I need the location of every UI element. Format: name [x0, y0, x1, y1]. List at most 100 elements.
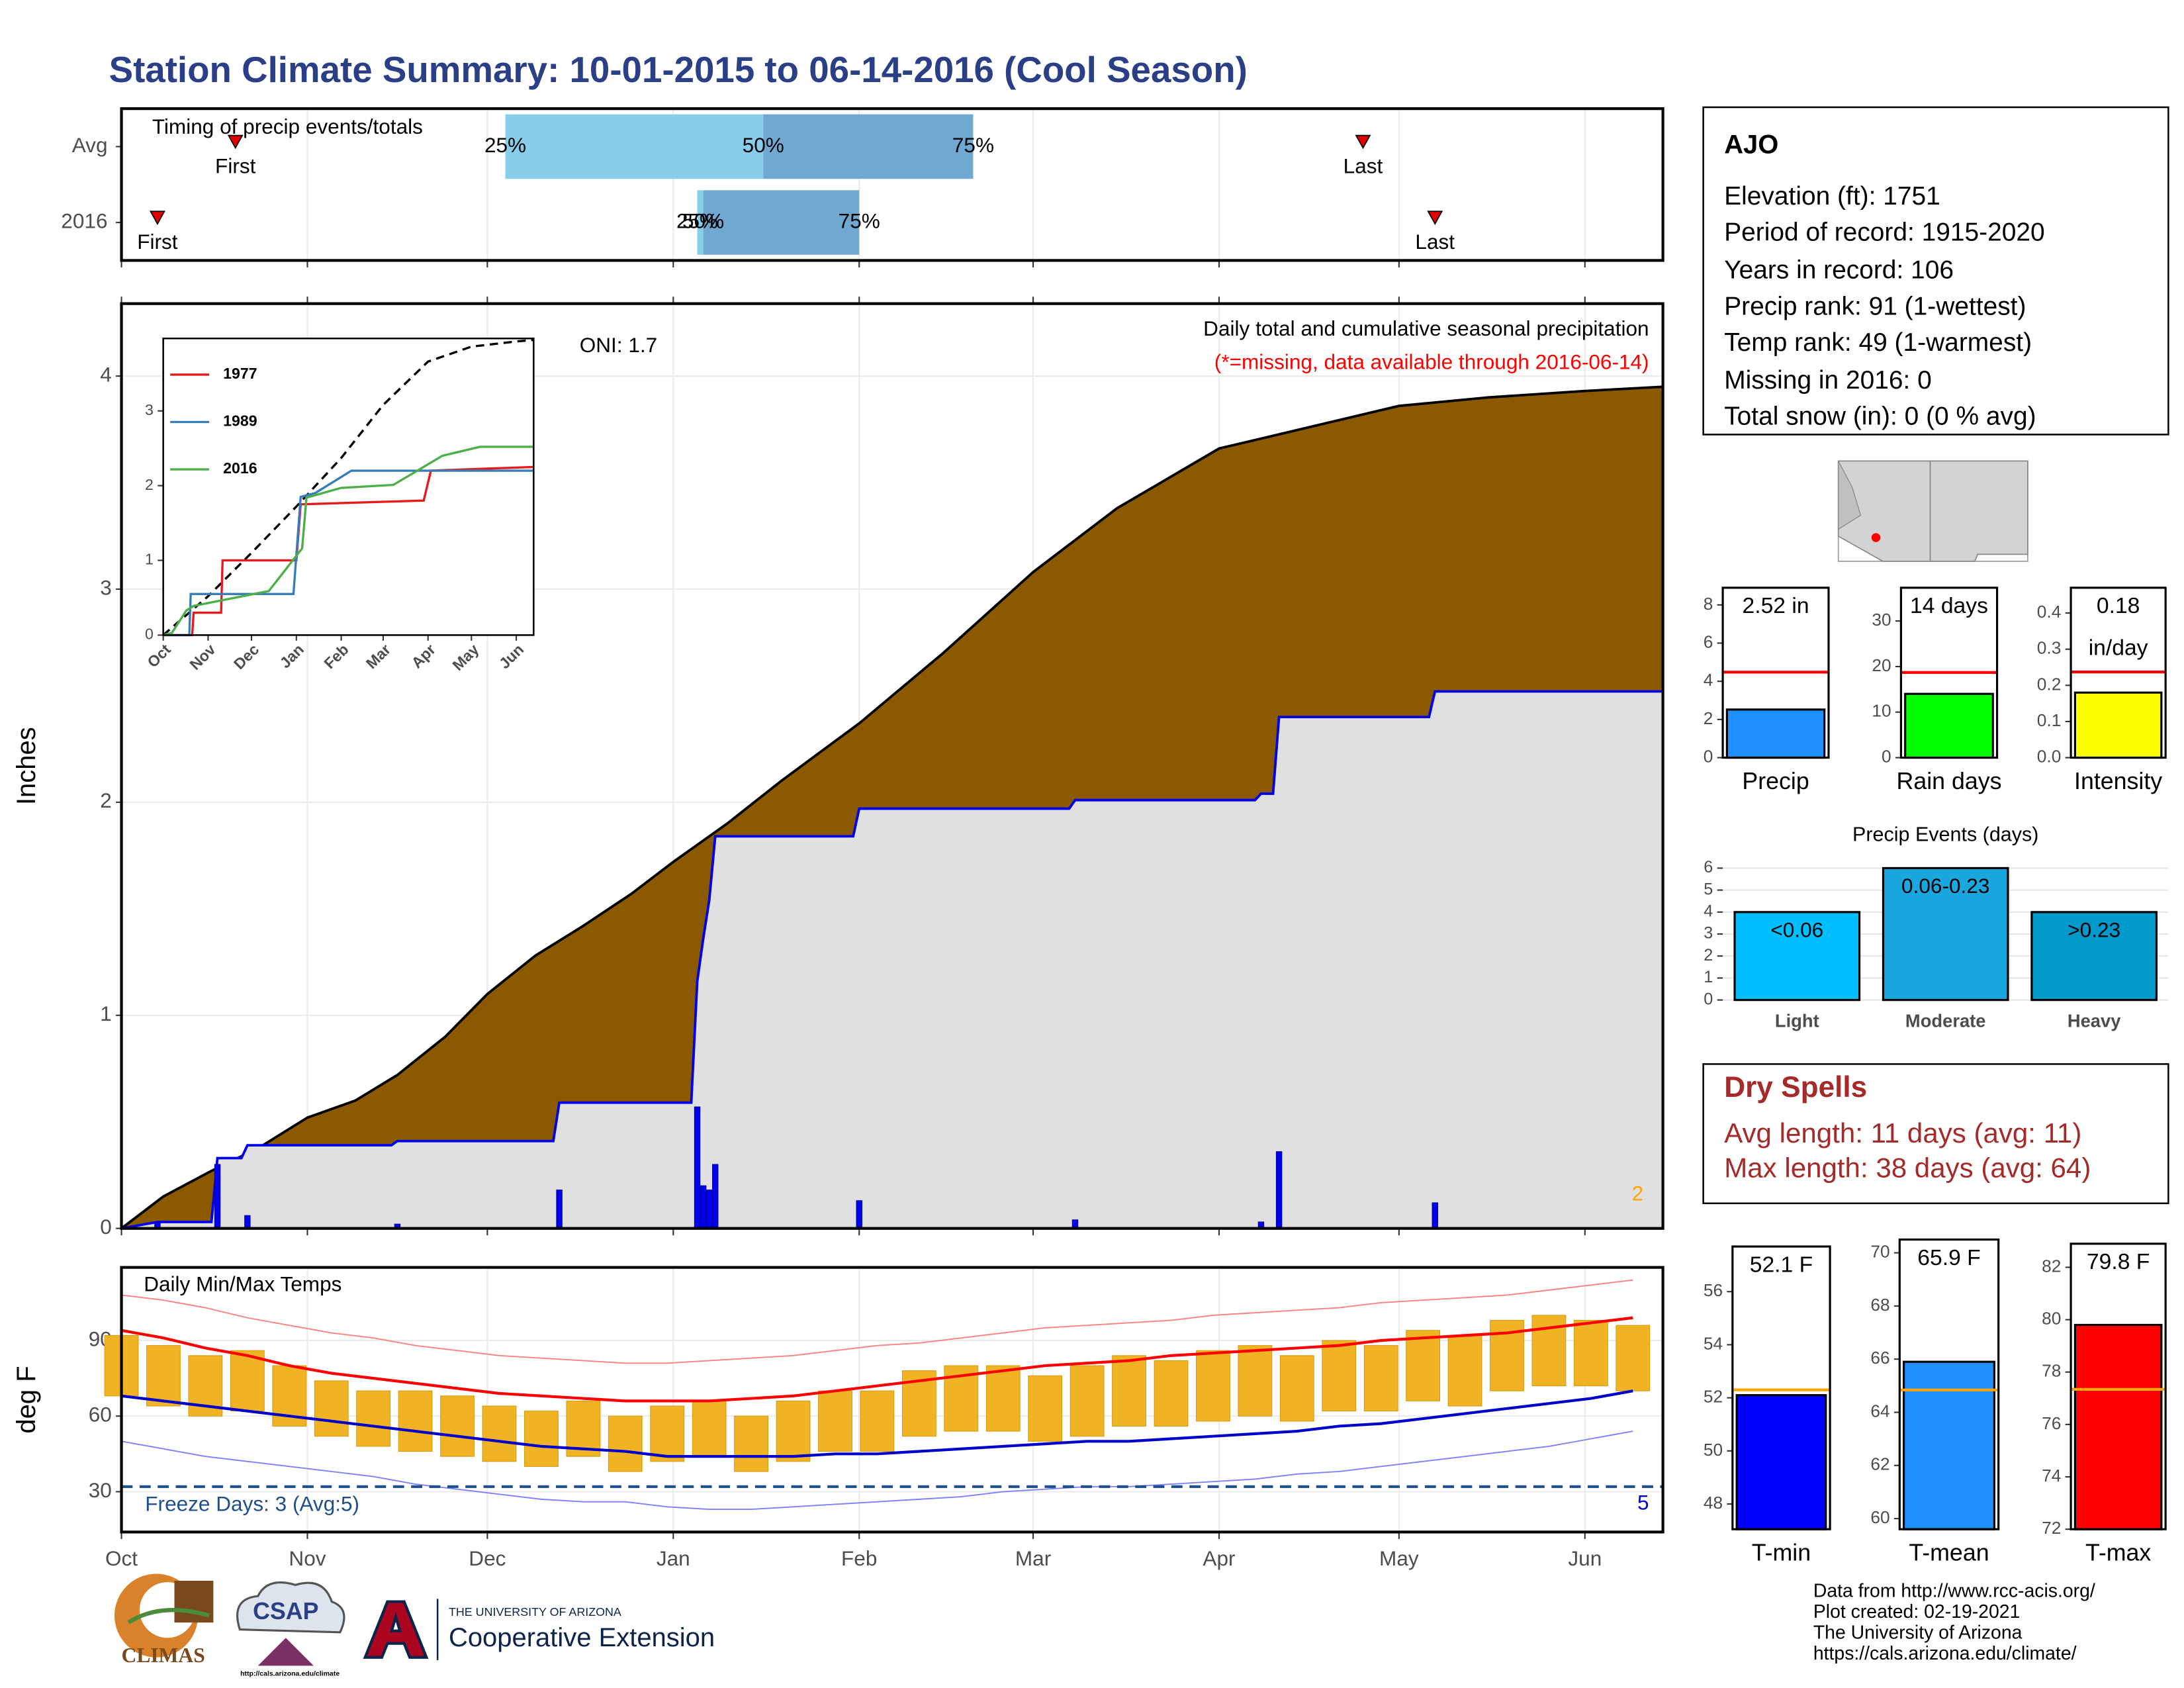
y-tick-label: 6 — [1704, 632, 1713, 651]
station-name: AJO — [1724, 130, 1778, 159]
average-line — [162, 338, 534, 636]
x-axis-label: T-max — [2085, 1539, 2151, 1566]
gauge-bar — [2073, 691, 2163, 759]
first-label: First — [215, 154, 256, 177]
value-label: 0.18 — [2097, 594, 2140, 618]
bar-title: Precip Events (days) — [1852, 823, 2038, 845]
y-tick-label: 82 — [2042, 1256, 2061, 1276]
frame — [120, 107, 1664, 262]
y-tick-label: 0.1 — [2037, 710, 2062, 730]
gauge-bar — [1903, 1360, 1995, 1530]
quartile-bar — [697, 190, 704, 255]
x-axis-label: Intensity — [2074, 768, 2162, 794]
series-line — [163, 465, 534, 637]
csap-text: CSAP — [253, 1598, 318, 1624]
quartile-label: 75% — [952, 133, 994, 157]
event-bar — [1882, 867, 2009, 1002]
x-tick-label: Light — [1775, 1011, 1819, 1031]
station-frame — [1702, 106, 2169, 436]
locator-map — [1837, 460, 2028, 562]
new-mexico — [1929, 460, 2028, 562]
y-tick-label: 2 — [1704, 946, 1713, 964]
freeze-days: Freeze Days: 3 (Avg:5) — [145, 1492, 359, 1516]
station-line: Years in record: 106 — [1724, 256, 1954, 285]
footer-line: https://cals.arizona.edu/climate/ — [1813, 1643, 2077, 1664]
y-tick-label: 3 — [100, 575, 112, 599]
gauge-bar — [1735, 1394, 1827, 1530]
dry-spells-box: Dry Spells Avg length: 11 days (avg: 11)… — [1702, 1063, 2169, 1205]
y-tick-label: 72 — [2042, 1518, 2061, 1538]
normal-min-line — [121, 1389, 1633, 1458]
x-axis-label: Precip — [1742, 768, 1809, 794]
temp-range-bar — [230, 1350, 265, 1412]
temp-range-bar — [1238, 1345, 1273, 1417]
y-tick-label: 4 — [1704, 902, 1713, 921]
unit-label: in/day — [2089, 635, 2148, 660]
y-tick-label: 4 — [100, 362, 112, 386]
daily-precip-bar — [214, 1164, 221, 1229]
x-tick-label: Mar — [1015, 1546, 1051, 1570]
daily-precip-bar — [556, 1190, 563, 1229]
temp-range-bar — [734, 1415, 769, 1472]
temp-range-bar — [1112, 1355, 1146, 1427]
daily-precip-bar — [1275, 1151, 1283, 1229]
station-line: Precip rank: 91 (1-wettest) — [1724, 292, 2026, 320]
temp-range-bar — [146, 1345, 181, 1407]
last-label: Last — [1343, 154, 1383, 177]
temp-range-bar — [1447, 1335, 1482, 1407]
footer-line: Plot created: 02-19-2021 — [1813, 1601, 2021, 1622]
ua-a — [363, 1600, 429, 1659]
y-tick-label: 0 — [145, 626, 154, 643]
dry-spells-title: Dry Spells — [1724, 1071, 1867, 1103]
x-tick-label: Apr — [1203, 1546, 1235, 1570]
station-line: Period of record: 1915-2020 — [1724, 218, 2045, 247]
daily-precip-bar — [712, 1164, 719, 1229]
series-line — [163, 445, 534, 637]
y-axis-title: Inches — [12, 727, 41, 805]
x-axis-label: Rain days — [1896, 768, 2001, 794]
ua-university: THE UNIVERSITY OF ARIZONA — [449, 1605, 621, 1618]
last-label: Last — [1415, 230, 1455, 254]
gauge-bar — [1725, 708, 1826, 759]
oni-label: ONI: 1.7 — [580, 333, 657, 357]
y-tick-label: 8 — [1704, 594, 1713, 614]
range-label: <0.06 — [1770, 918, 1823, 942]
quartile-label: 50% — [682, 209, 724, 232]
annotation-note: (*=missing, data available through 2016-… — [1214, 350, 1649, 373]
temp-range-bar — [1573, 1320, 1608, 1387]
quartile-label: 25% — [676, 209, 718, 232]
frame — [2070, 586, 2167, 759]
legend-label: 2016 — [223, 459, 257, 477]
temp-range-bar — [1028, 1375, 1063, 1442]
y-tick-label: 2 — [1704, 708, 1713, 728]
daily-precip-bar — [244, 1215, 251, 1229]
temp-range-bar — [1615, 1325, 1651, 1391]
y-tick-label: 50 — [1704, 1440, 1723, 1460]
y-tick-label: 2 — [100, 788, 112, 812]
daily-precip-bar — [705, 1190, 713, 1229]
x-tick-label: Jan — [657, 1546, 690, 1570]
dry-spells-frame — [1702, 1063, 2169, 1205]
footer-line: Data from http://www.rcc-acis.org/ — [1813, 1580, 2095, 1601]
range-label: >0.23 — [2068, 918, 2120, 942]
dry-spells-line: Avg length: 11 days (avg: 11) — [1724, 1117, 2081, 1149]
y-tick-label: 0 — [1704, 746, 1713, 766]
y-tick-label: 52 — [1704, 1387, 1723, 1407]
temp-range-bar — [482, 1405, 517, 1462]
value-label: 2.52 in — [1743, 594, 1809, 618]
quartile-bar — [763, 114, 974, 179]
footer: Data from http://www.rcc-acis.org/ Plot … — [1813, 1580, 2095, 1664]
frame — [162, 338, 535, 636]
y-tick-label: 1 — [145, 551, 154, 568]
x-tick-label: Heavy — [2068, 1011, 2121, 1031]
row-label: 2016 — [61, 209, 107, 232]
logos: CLIMAS CSAP http://cals.arizona.edu/clim… — [114, 1573, 715, 1678]
temp-range-bar — [1069, 1365, 1105, 1437]
frame — [120, 302, 1664, 1230]
average-cumulative-line — [120, 385, 1663, 1230]
x-tick-label: Jun — [1568, 1546, 1602, 1570]
freeze-count: 5 — [1637, 1491, 1649, 1515]
legend-label: 1977 — [223, 365, 257, 382]
legend-label: 1989 — [223, 412, 257, 430]
temp-range-bar — [1363, 1345, 1398, 1412]
